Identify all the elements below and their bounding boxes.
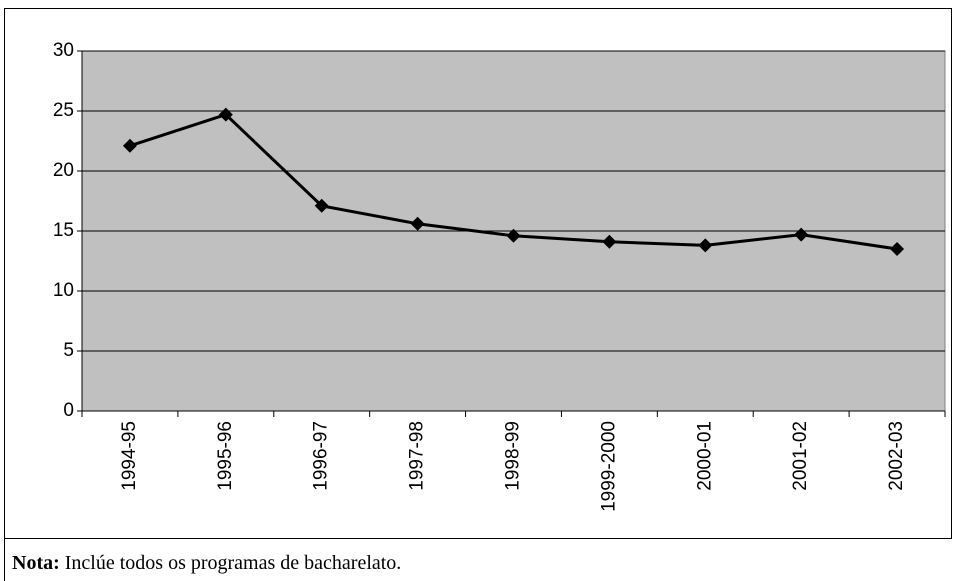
y-tick-label: 0 bbox=[63, 400, 74, 421]
note-text: Inclúe todos os programas de bacharelato… bbox=[65, 552, 402, 574]
y-tick-label: 5 bbox=[63, 340, 74, 361]
marker bbox=[890, 242, 905, 256]
y-tick-label: 30 bbox=[53, 40, 74, 61]
chart-frame bbox=[4, 8, 952, 539]
x-tick-label: 2001-02 bbox=[790, 421, 811, 491]
y-tick-label: 20 bbox=[53, 160, 74, 181]
y-tick-label: 25 bbox=[53, 100, 74, 121]
x-tick-label: 1997-98 bbox=[407, 421, 428, 491]
marker bbox=[218, 107, 233, 122]
y-tick-label: 15 bbox=[53, 220, 74, 241]
x-tick-label: 1995-96 bbox=[215, 421, 236, 491]
x-tick-label: 1999-2000 bbox=[598, 421, 619, 512]
x-tick-label: 2000-01 bbox=[694, 421, 715, 491]
note: Nota: Inclúe todos os programas de bacha… bbox=[12, 552, 401, 574]
note-label: Nota: bbox=[12, 552, 60, 574]
y-tick-label: 10 bbox=[53, 280, 74, 301]
marker bbox=[698, 238, 713, 253]
x-tick-label: 1998-99 bbox=[503, 421, 524, 491]
marker bbox=[410, 216, 425, 231]
x-tick-label: 2002-03 bbox=[886, 421, 907, 491]
marker bbox=[314, 198, 329, 213]
marker bbox=[506, 228, 521, 243]
marker bbox=[602, 234, 617, 249]
marker bbox=[122, 138, 137, 153]
marker bbox=[794, 227, 809, 242]
x-tick-label: 1994-95 bbox=[119, 421, 140, 491]
x-tick-label: 1996-97 bbox=[311, 421, 332, 491]
